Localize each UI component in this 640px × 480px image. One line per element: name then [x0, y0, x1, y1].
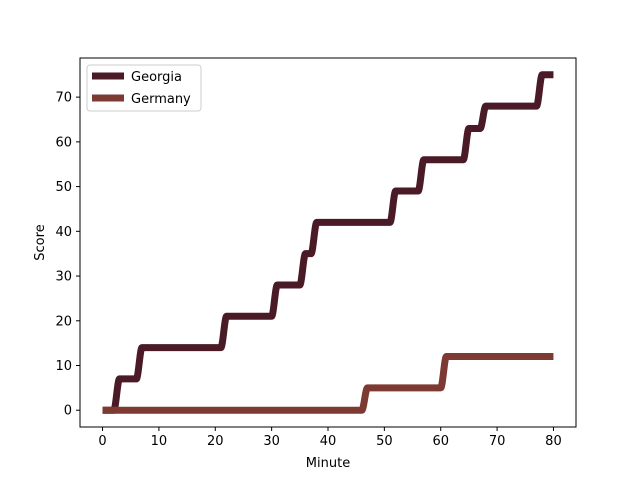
- x-tick-label: 20: [207, 434, 224, 449]
- x-tick-label: 10: [151, 434, 168, 449]
- y-tick-label: 40: [55, 225, 72, 240]
- x-tick-label: 50: [376, 434, 393, 449]
- legend-label-germany: Germany: [131, 92, 191, 107]
- x-tick-label: 60: [432, 434, 449, 449]
- series-line-germany: [102, 353, 554, 414]
- y-tick-label: 10: [55, 359, 72, 374]
- y-tick-label: 50: [55, 180, 72, 195]
- series-line-georgia: [102, 71, 554, 414]
- series-layer: [102, 71, 554, 414]
- y-axis-label: Score: [33, 224, 48, 260]
- legend: Georgia Germany: [86, 64, 202, 112]
- x-tick-label: 70: [489, 434, 506, 449]
- y-tick-label: 20: [55, 314, 72, 329]
- x-tick-label: 40: [320, 434, 337, 449]
- y-tick-label: 0: [64, 404, 72, 419]
- x-tick-label: 30: [263, 434, 280, 449]
- legend-label-georgia: Georgia: [131, 70, 182, 85]
- y-tick-label: 30: [55, 270, 72, 285]
- y-tick-label: 70: [55, 91, 72, 106]
- x-tick-label: 0: [98, 434, 106, 449]
- x-axis-label: Minute: [306, 456, 350, 471]
- y-tick-label: 60: [55, 135, 72, 150]
- x-axis-ticks: 0 10 20 30 40 50 60 70 80: [98, 427, 562, 449]
- x-tick-label: 80: [545, 434, 562, 449]
- y-axis-ticks: 0 10 20 30 40 50 60 70: [55, 91, 80, 419]
